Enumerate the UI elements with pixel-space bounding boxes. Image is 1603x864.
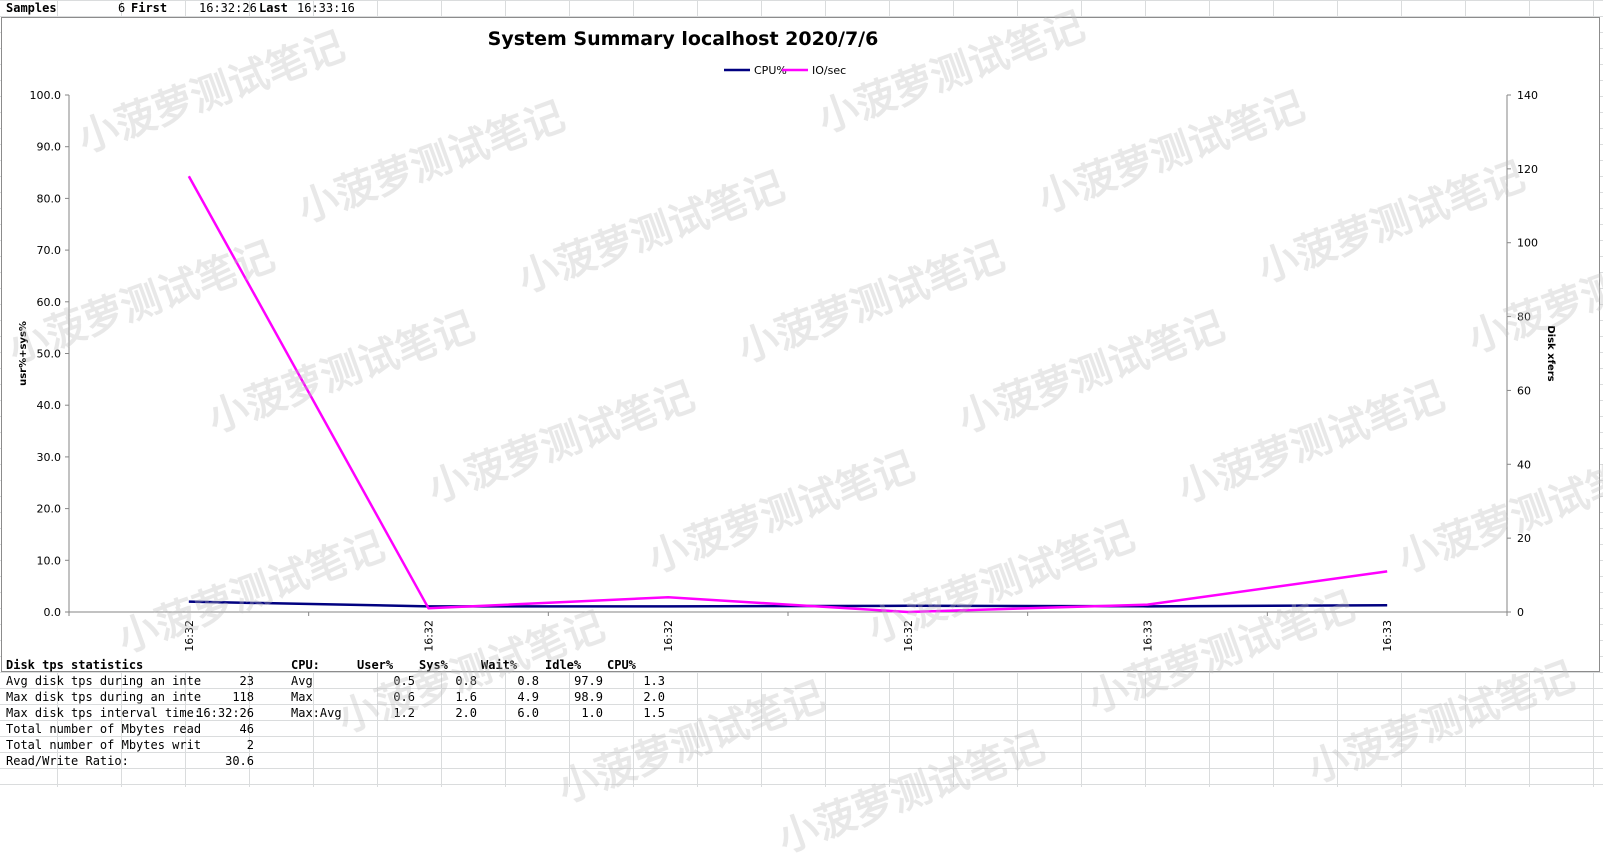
- cpu-value-cell: 4.9: [480, 689, 539, 705]
- disk-stat-label: Max disk tps during an inte: [6, 689, 201, 705]
- x-tick-label: 16:33: [1381, 620, 1394, 652]
- cpu-value-cell: 0.6: [356, 689, 415, 705]
- x-tick-label: 16:33: [1142, 620, 1155, 652]
- first-label: First: [131, 0, 167, 16]
- disk-stat-label: Total number of Mbytes read: [6, 721, 201, 737]
- last-label: Last: [259, 0, 288, 16]
- y2-tick-label: 60: [1517, 384, 1531, 397]
- cpu-header-cell: Idle%: [545, 657, 581, 673]
- disk-stats-title: Disk tps statistics: [6, 657, 143, 673]
- cpu-header-cell: CPU%: [607, 657, 636, 673]
- cpu-value-cell: 98.9: [544, 689, 603, 705]
- last-value: 16:33:16: [297, 0, 355, 16]
- cpu-value-cell: 0.8: [418, 673, 477, 689]
- y2-tick-label: 120: [1517, 163, 1538, 176]
- cpu-value-cell: 0.5: [356, 673, 415, 689]
- chart-frame[interactable]: System Summary localhost 2020/7/6 CPU% IO/…: [1, 17, 1600, 672]
- y-tick-label: 50.0: [37, 348, 62, 361]
- legend-label: CPU%: [754, 64, 787, 77]
- cpu-value-cell: 6.0: [480, 705, 539, 721]
- cpu-value-cell: 97.9: [544, 673, 603, 689]
- y2-tick-label: 80: [1517, 311, 1531, 324]
- disk-stat-value: 16:32:26: [190, 705, 254, 721]
- series-line-iosec: [189, 176, 1387, 612]
- disk-stat-value: 30.6: [190, 753, 254, 769]
- samples-label: Samples: [6, 0, 57, 16]
- cpu-value-cell: 1.3: [606, 673, 665, 689]
- cpu-header-cell: CPU:: [291, 657, 320, 673]
- cpu-value-cell: 1.5: [606, 705, 665, 721]
- y-tick-label: 80.0: [37, 192, 62, 205]
- y2-tick-label: 40: [1517, 458, 1531, 471]
- y-tick-label: 40.0: [37, 399, 62, 412]
- disk-stat-value: 118: [190, 689, 254, 705]
- legend-label: IO/sec: [812, 64, 846, 77]
- y-tick-label: 90.0: [37, 141, 62, 154]
- y-tick-label: 30.0: [37, 451, 62, 464]
- y2-tick-label: 20: [1517, 532, 1531, 545]
- cpu-value-cell: 2.0: [418, 705, 477, 721]
- disk-stat-value: 2: [190, 737, 254, 753]
- cpu-row-label: Max: [291, 689, 313, 705]
- x-tick-label: 16:32: [183, 620, 196, 652]
- chart-title: System Summary localhost 2020/7/6: [488, 28, 879, 50]
- samples-value: 6: [118, 0, 125, 16]
- y-tick-label: 70.0: [37, 244, 62, 257]
- chart-svg: System Summary localhost 2020/7/6 CPU% IO/…: [2, 18, 1601, 673]
- cpu-header-cell: Wait%: [481, 657, 517, 673]
- cpu-value-cell: 2.0: [606, 689, 665, 705]
- y-axis-title: usr%+sys%: [18, 321, 29, 386]
- disk-stat-value: 23: [190, 673, 254, 689]
- cpu-header-cell: Sys%: [419, 657, 448, 673]
- x-tick-label: 16:32: [423, 620, 436, 652]
- y-tick-label: 100.0: [30, 89, 62, 102]
- cpu-value-cell: 0.8: [480, 673, 539, 689]
- y2-tick-label: 100: [1517, 237, 1538, 250]
- y2-tick-label: 0: [1517, 606, 1524, 619]
- disk-stat-label: Total number of Mbytes writ: [6, 737, 201, 753]
- disk-stat-label: Read/Write Ratio:: [6, 753, 129, 769]
- y-tick-label: 20.0: [37, 503, 62, 516]
- disk-stat-label: Avg disk tps during an inte: [6, 673, 201, 689]
- disk-stat-label: Max disk tps interval time:: [6, 705, 201, 721]
- disk-stat-value: 46: [190, 721, 254, 737]
- cpu-value-cell: 1.6: [418, 689, 477, 705]
- x-tick-label: 16:32: [902, 620, 915, 652]
- y2-axis-title: Disk xfers: [1545, 325, 1556, 381]
- y2-tick-label: 140: [1517, 89, 1538, 102]
- y-tick-label: 0.0: [44, 606, 62, 619]
- x-tick-label: 16:32: [662, 620, 675, 652]
- y-tick-label: 60.0: [37, 296, 62, 309]
- cpu-row-label: Avg: [291, 673, 313, 689]
- cpu-row-label: Max:Avg: [291, 705, 342, 721]
- first-value: 16:32:26: [199, 0, 257, 16]
- cpu-value-cell: 1.2: [356, 705, 415, 721]
- cpu-header-cell: User%: [357, 657, 393, 673]
- y-tick-label: 10.0: [37, 554, 62, 567]
- cpu-value-cell: 1.0: [544, 705, 603, 721]
